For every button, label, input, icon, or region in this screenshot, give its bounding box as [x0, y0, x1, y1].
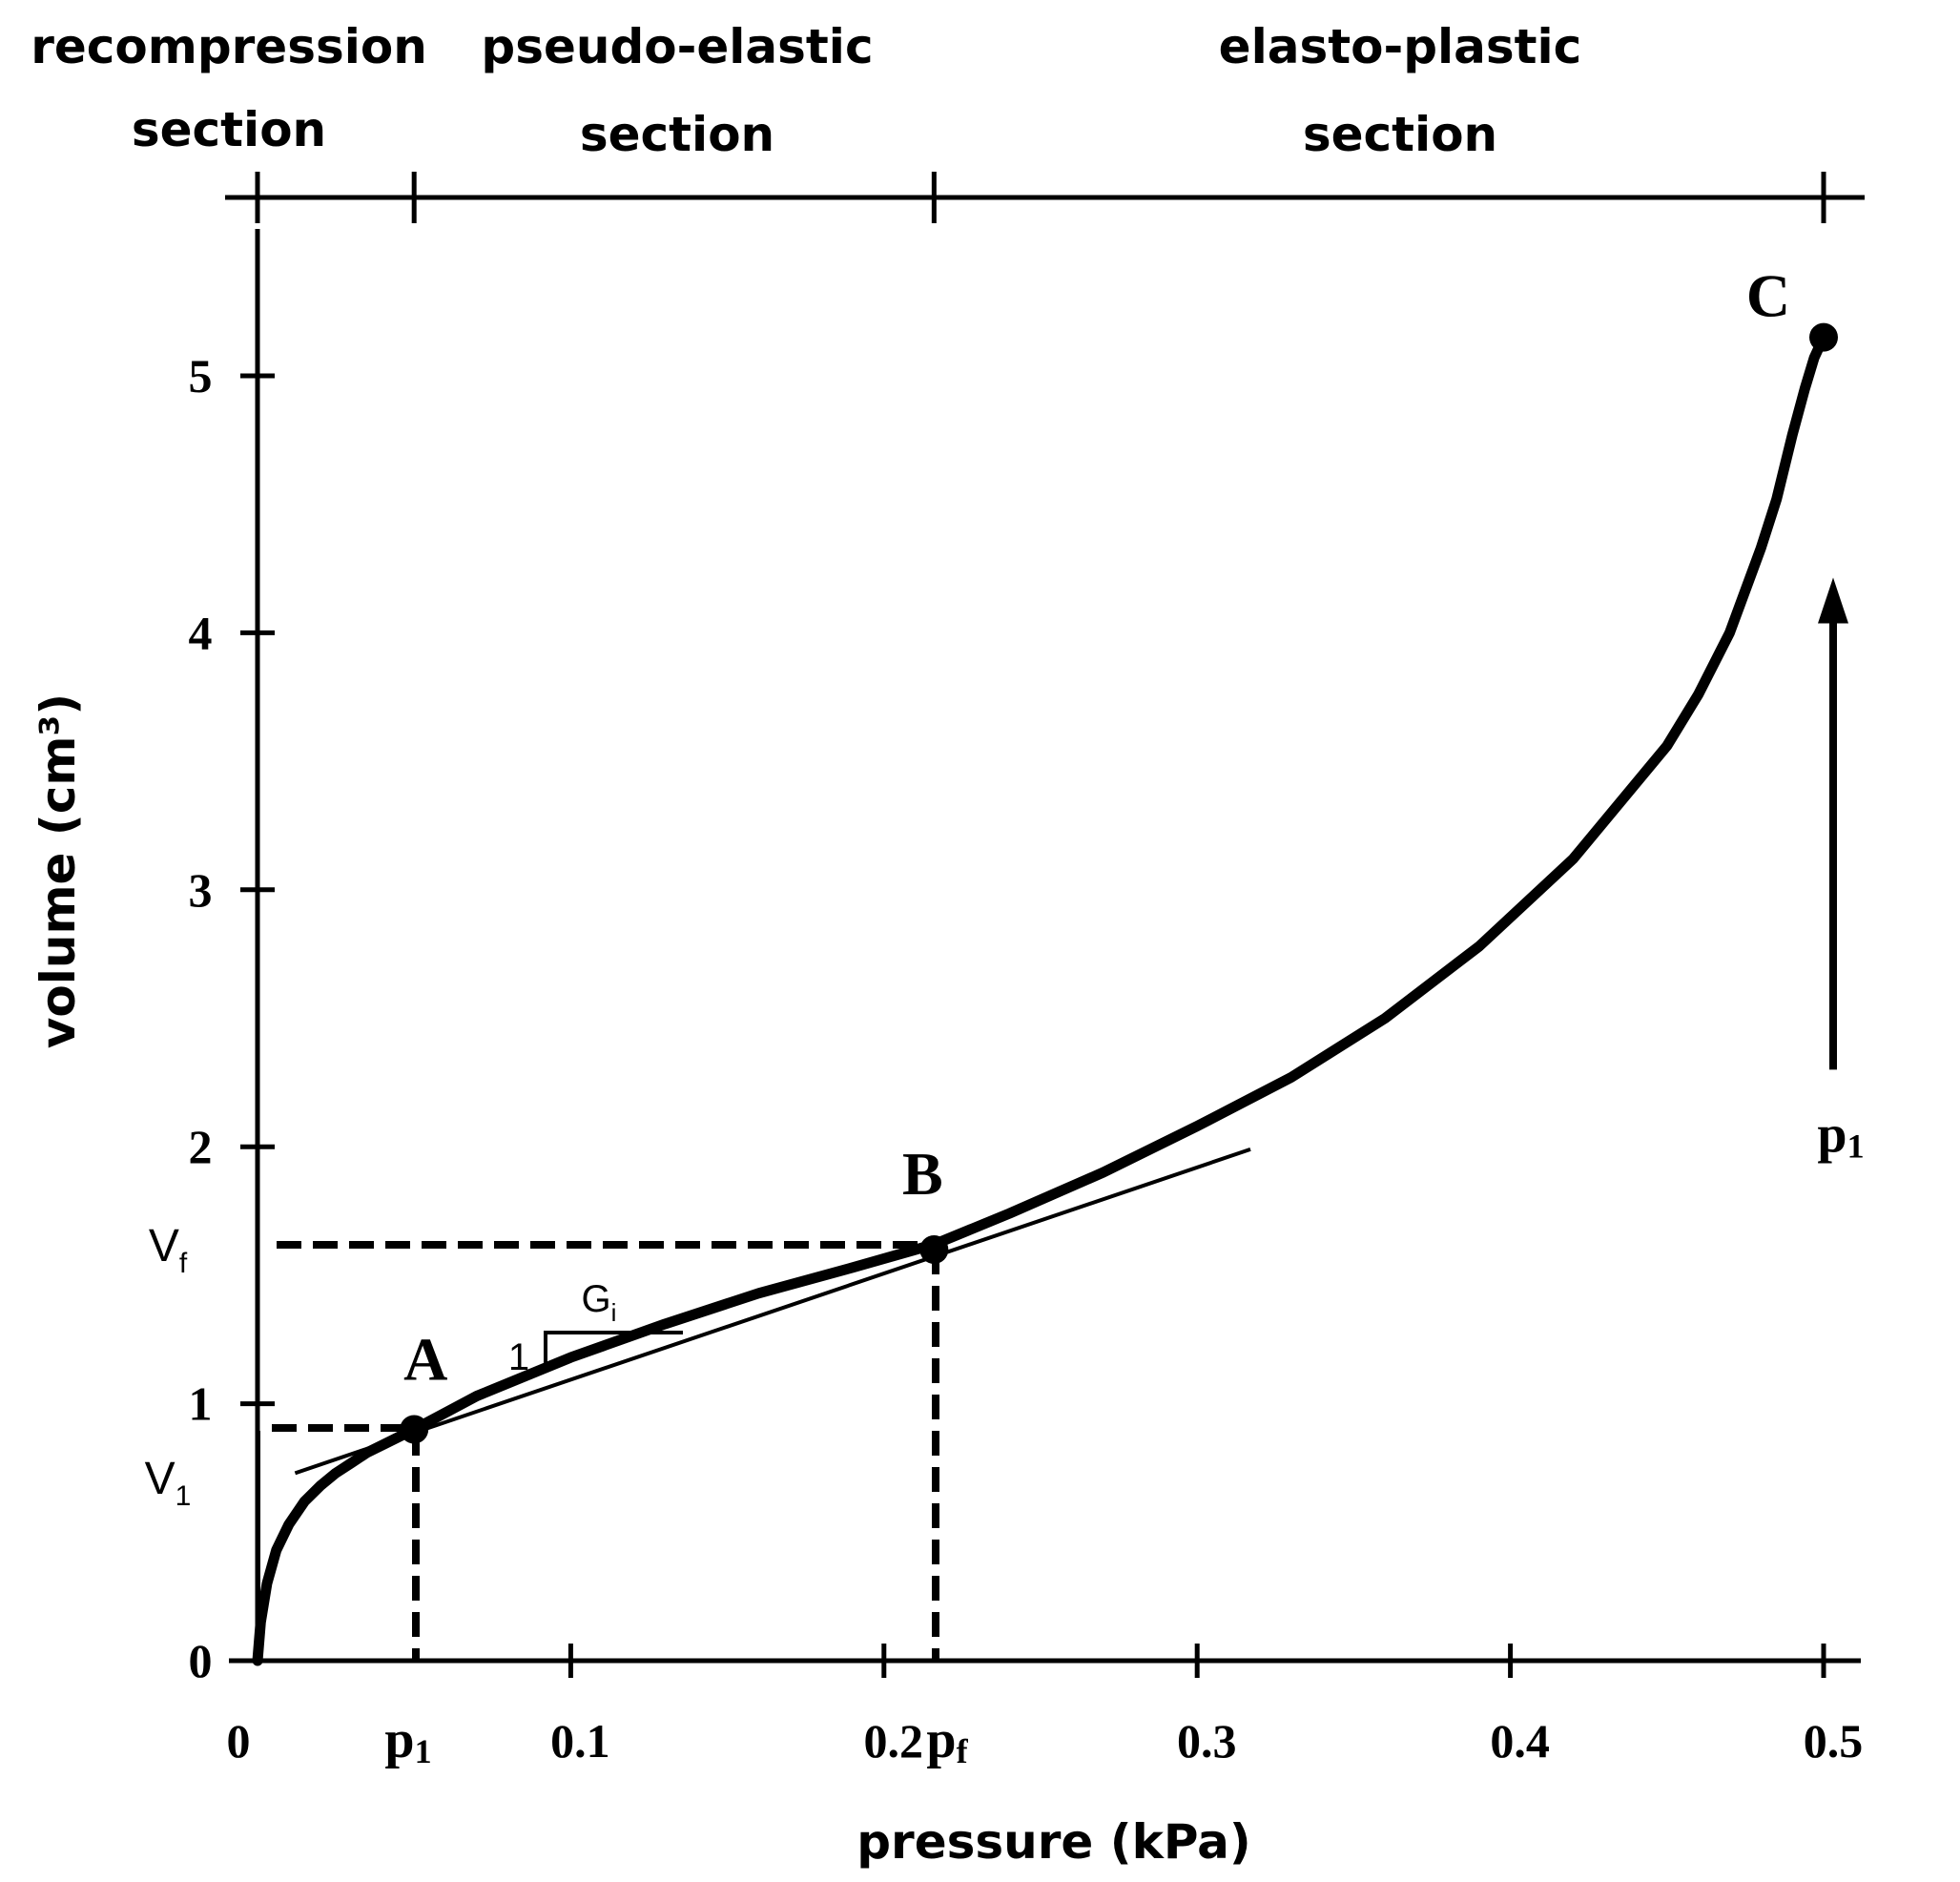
- key-points: A B C: [400, 262, 1838, 1444]
- pf-label: pf: [926, 1710, 968, 1770]
- section-label-elasto-plastic-line2: section: [1303, 107, 1497, 162]
- point-c: [1809, 322, 1838, 352]
- section-label-recompression-line1: recompression: [31, 19, 427, 74]
- section-label-pseudo-elastic-line1: pseudo-elastic: [481, 19, 873, 74]
- section-label-elasto-plastic-line1: elasto-plastic: [1219, 19, 1582, 74]
- point-label-a: A: [403, 1326, 447, 1394]
- p1-arrow-label: p1: [1817, 1105, 1864, 1165]
- tangent-line: [294, 1147, 1251, 1476]
- y-axis-title: volume (cm³): [31, 693, 86, 1048]
- x-tick-label: 0.4: [1490, 1714, 1550, 1768]
- section-label-pseudo-elastic-line2: section: [580, 107, 774, 162]
- y-axis-ticks: 0 1 2 3 4 5: [189, 349, 275, 1687]
- x-tick-label: 0.5: [1804, 1714, 1864, 1768]
- x-tick-label: 0.2: [864, 1714, 924, 1768]
- x-tick-label: 0.3: [1177, 1714, 1237, 1768]
- y-tick-label: 2: [189, 1120, 213, 1173]
- p1-label: p1: [384, 1710, 431, 1770]
- x-axis-title: pressure (kPa): [856, 1814, 1250, 1870]
- point-a: [400, 1415, 429, 1444]
- section-divider-ticks: [255, 172, 1826, 223]
- y-tick-label: 4: [189, 606, 213, 659]
- y-tick-label: 5: [189, 349, 213, 403]
- point-b: [919, 1234, 949, 1264]
- point-label-c: C: [1746, 262, 1790, 330]
- vf-label: Vf: [149, 1221, 188, 1279]
- y-tick-label: 0: [189, 1634, 213, 1687]
- slope-triangle: [544, 1331, 683, 1370]
- slope-rise-label: 1: [508, 1336, 529, 1378]
- x-tick-label: 0: [227, 1714, 251, 1768]
- y-tick-label: 1: [189, 1377, 213, 1431]
- y-tick-label: 3: [189, 863, 213, 917]
- section-label-recompression-line2: section: [132, 102, 326, 157]
- point-label-b: B: [902, 1140, 943, 1208]
- x-axis-ticks: 0 0.1 0.2 0.3 0.4 0.5: [227, 1644, 1864, 1768]
- v1-label: V1: [145, 1454, 192, 1512]
- slope-run-label: Gi: [582, 1278, 617, 1327]
- volume-pressure-curve: [252, 332, 1829, 1666]
- p1-arrow-head: [1818, 577, 1848, 624]
- x-tick-label: 0.1: [550, 1714, 610, 1768]
